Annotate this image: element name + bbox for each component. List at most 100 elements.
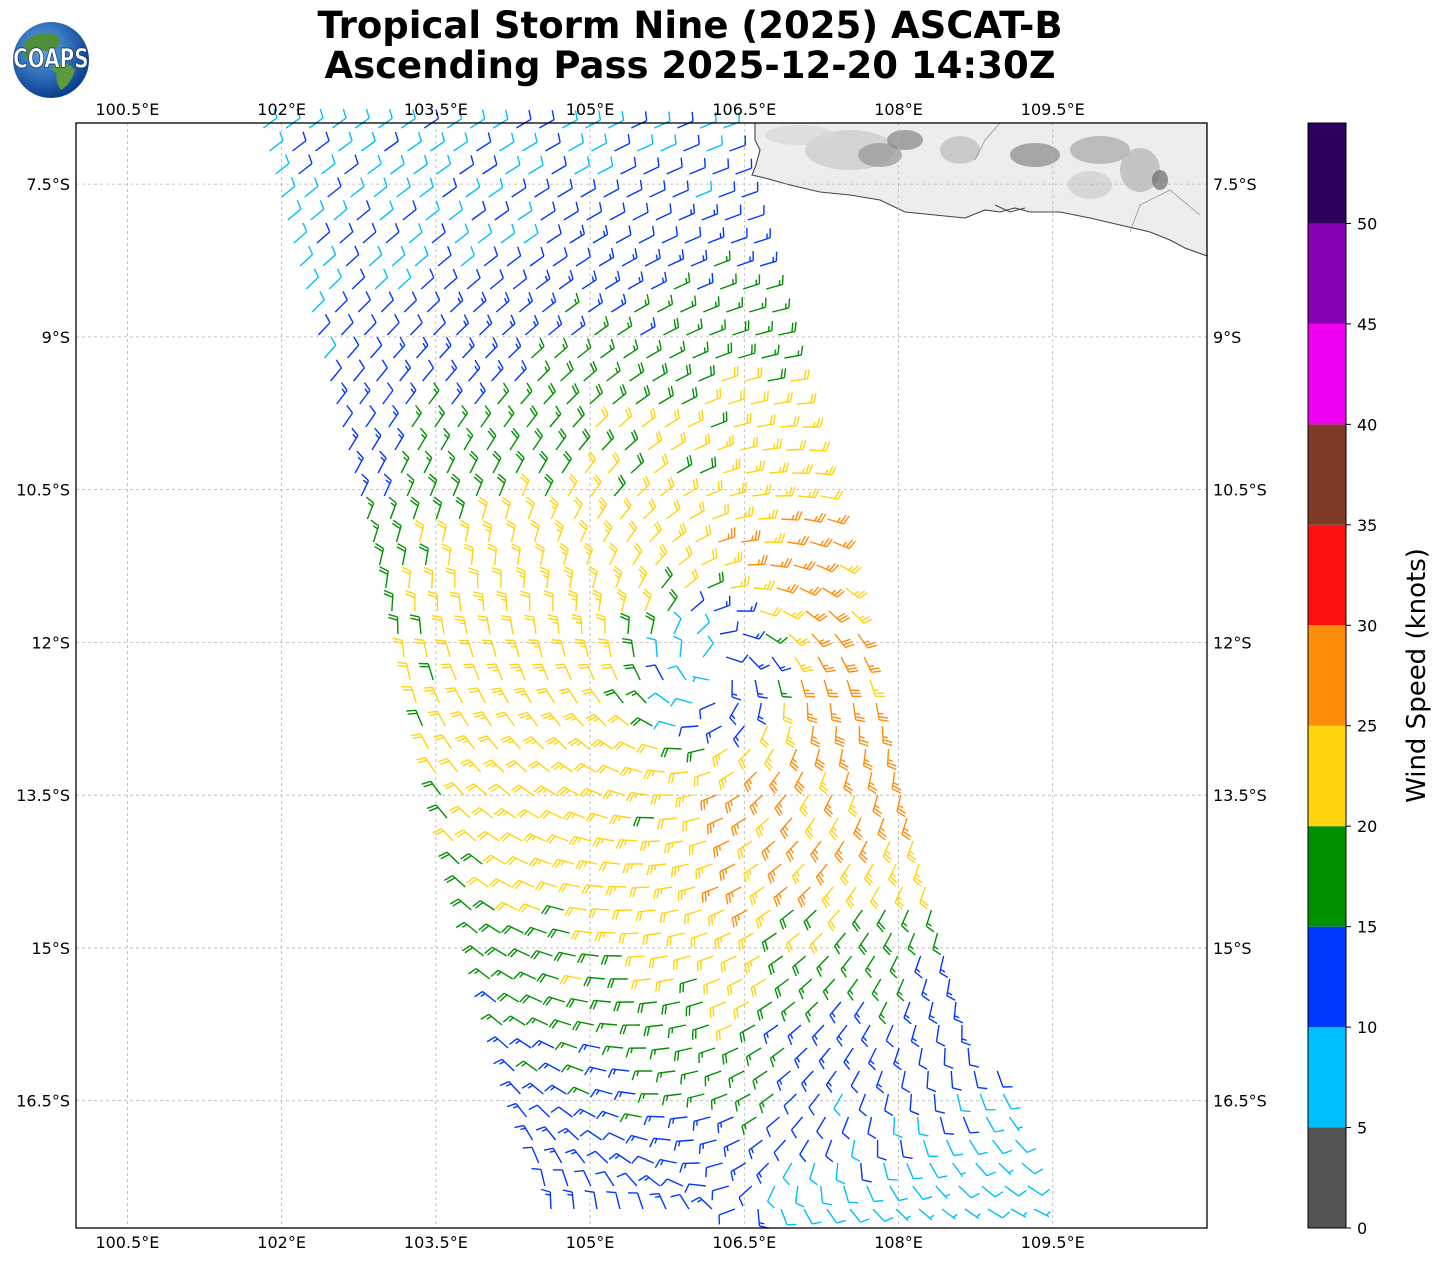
wind-barb xyxy=(839,564,862,574)
wind-barb xyxy=(814,748,825,772)
wind-barb xyxy=(586,1150,609,1164)
wind-barb xyxy=(495,711,516,727)
wind-barb xyxy=(537,360,551,382)
wind-barb xyxy=(603,689,624,704)
wind-barb xyxy=(626,179,643,198)
wind-barb xyxy=(538,110,555,129)
wind-barb xyxy=(806,702,818,724)
wind-barb xyxy=(443,781,465,796)
wind-barb xyxy=(558,687,578,704)
wind-barb xyxy=(660,134,677,152)
wind-barb xyxy=(826,1208,846,1224)
wind-barb xyxy=(767,863,782,884)
wind-barb xyxy=(500,614,514,635)
wind-barb xyxy=(817,656,836,673)
wind-barb xyxy=(962,1116,980,1134)
wind-barb xyxy=(463,427,474,451)
wind-barb xyxy=(759,606,783,617)
wind-barb xyxy=(570,315,586,336)
wind-barb xyxy=(491,359,504,382)
wind-barb xyxy=(649,1047,670,1060)
wind-barb xyxy=(369,336,383,359)
wind-barb xyxy=(834,725,845,748)
wind-barb xyxy=(595,1170,615,1187)
wind-barb xyxy=(701,886,719,903)
wind-barb xyxy=(747,205,765,221)
wind-barb xyxy=(596,496,608,520)
wind-barb xyxy=(377,108,393,129)
wind-barb xyxy=(679,978,697,994)
wind-barb xyxy=(493,1058,515,1072)
wind-barb xyxy=(269,131,284,152)
wind-barb xyxy=(661,566,673,589)
wind-barb xyxy=(488,878,512,888)
wind-barb xyxy=(584,1066,607,1076)
wind-barb xyxy=(774,978,790,999)
wind-barb xyxy=(570,930,593,940)
wind-barb xyxy=(478,314,493,336)
wind-barb xyxy=(592,224,609,244)
wind-barb xyxy=(624,955,645,967)
wind-barb xyxy=(772,298,791,313)
wind-barb xyxy=(552,247,568,267)
wind-barb xyxy=(646,863,667,876)
wind-barb xyxy=(311,291,325,313)
wind-barb xyxy=(730,227,748,244)
wind-barb xyxy=(444,875,466,888)
wind-barb xyxy=(365,496,375,520)
wind-barb xyxy=(766,1185,776,1209)
wind-barb xyxy=(821,886,834,909)
wind-barb xyxy=(416,336,429,359)
wind-barb xyxy=(945,1139,964,1157)
wind-barb xyxy=(677,111,694,129)
wind-barb xyxy=(659,909,679,923)
wind-barb xyxy=(649,1192,667,1210)
wind-barb xyxy=(835,1162,846,1185)
wind-barb xyxy=(348,427,359,451)
axis-ticks: 100.5°E 100.5°E 102°E 102°E 103.5°E 103.5°E 10… xyxy=(16,100,1267,1252)
wind-barb xyxy=(815,465,837,476)
colorbar-tick-label: 50 xyxy=(1357,214,1377,233)
wind-barb xyxy=(886,748,897,771)
wind-barb xyxy=(625,690,647,704)
wind-barb xyxy=(703,978,721,995)
wind-barb xyxy=(824,1139,834,1163)
wind-barb xyxy=(486,427,497,451)
wind-barb xyxy=(455,314,470,336)
wind-barb xyxy=(513,971,537,980)
wind-barb xyxy=(535,1126,557,1141)
wind-barb xyxy=(709,1001,727,1018)
province-border xyxy=(1129,189,1201,233)
wind-barb xyxy=(317,313,331,336)
lon-tick-label-top: 105°E xyxy=(566,100,615,119)
wind-barb xyxy=(952,1162,967,1178)
wind-barb xyxy=(805,1001,819,1023)
wind-barb xyxy=(845,587,868,599)
wind-barb xyxy=(581,270,598,290)
wind-barb xyxy=(321,154,336,175)
wind-barb xyxy=(609,202,626,221)
wind-barb xyxy=(525,1017,549,1026)
wind-barb xyxy=(802,417,824,428)
wind-barb xyxy=(597,156,614,175)
wind-barb xyxy=(838,748,849,771)
wind-barb xyxy=(741,530,761,543)
wind-barb xyxy=(524,926,547,937)
wind-barb xyxy=(811,1024,825,1047)
wind-barb xyxy=(315,131,330,152)
wind-barb xyxy=(896,794,907,818)
wind-barb xyxy=(459,155,475,175)
wind-barb xyxy=(428,382,440,405)
wind-barb xyxy=(726,978,744,996)
wind-barb xyxy=(474,382,486,405)
wind-barb xyxy=(334,291,348,313)
wind-barb xyxy=(600,954,622,965)
globe-land xyxy=(52,62,75,90)
wind-barb xyxy=(614,133,631,152)
wind-barb xyxy=(534,881,558,892)
wind-barb xyxy=(667,665,687,681)
wind-barb xyxy=(432,314,446,336)
wind-barb xyxy=(547,315,563,336)
wind-barb xyxy=(1033,1208,1051,1218)
wind-barb xyxy=(765,1116,780,1138)
